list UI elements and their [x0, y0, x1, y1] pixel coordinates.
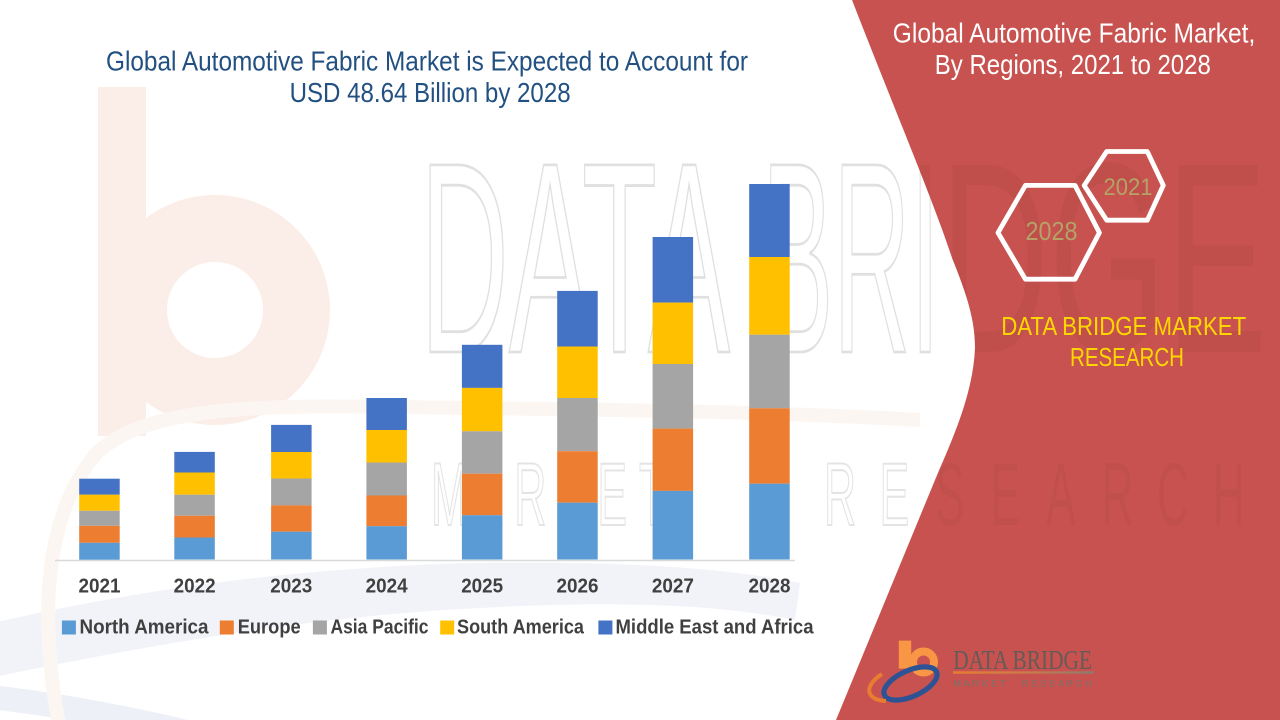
svg-text:2022: 2022: [174, 576, 216, 598]
svg-text:BRI: BRI: [762, 106, 940, 410]
svg-text:H: H: [1213, 444, 1245, 544]
svg-text:2025: 2025: [461, 576, 503, 598]
svg-text:R E S E A R C H: R E S E A R C H: [1022, 679, 1092, 689]
svg-text:2027: 2027: [652, 576, 694, 598]
svg-text:2024: 2024: [366, 576, 409, 598]
svg-text:USD 48.64 Billion by 2028: USD 48.64 Billion by 2028: [290, 77, 571, 108]
svg-text:South America: South America: [457, 617, 585, 639]
svg-text:E: E: [597, 444, 627, 544]
svg-text:2026: 2026: [557, 576, 599, 598]
svg-text:North America: North America: [80, 617, 210, 639]
svg-text:Asia Pacific: Asia Pacific: [331, 617, 429, 639]
svg-text:R: R: [514, 444, 546, 544]
svg-text:2028: 2028: [1026, 216, 1078, 246]
svg-text:DATA BRIDGE MARKET: DATA BRIDGE MARKET: [1001, 311, 1246, 341]
svg-text:R: R: [824, 444, 856, 544]
svg-text:Middle East and Africa: Middle East and Africa: [616, 617, 815, 639]
svg-text:RESEARCH: RESEARCH: [1070, 342, 1184, 372]
svg-text:C: C: [1157, 444, 1189, 544]
svg-text:DATA BRIDGE: DATA BRIDGE: [953, 645, 1092, 675]
svg-text:2021: 2021: [1104, 174, 1153, 201]
svg-text:Europe: Europe: [238, 617, 301, 639]
svg-text:2021: 2021: [79, 576, 121, 598]
svg-text:Global Automotive Fabric Marke: Global Automotive Fabric Market,: [893, 18, 1256, 49]
svg-text:R: R: [1102, 444, 1134, 544]
svg-text:2028: 2028: [749, 576, 791, 598]
svg-text:By Regions, 2021 to 2028: By Regions, 2021 to 2028: [935, 49, 1211, 80]
svg-text:2023: 2023: [270, 576, 312, 598]
svg-text:E: E: [991, 444, 1021, 544]
svg-text:A: A: [1046, 444, 1076, 544]
svg-text:Global Automotive Fabric Marke: Global Automotive Fabric Market is Expec…: [106, 46, 748, 77]
svg-text:M A R K E T: M A R K E T: [953, 679, 1007, 689]
svg-text:E: E: [880, 444, 910, 544]
